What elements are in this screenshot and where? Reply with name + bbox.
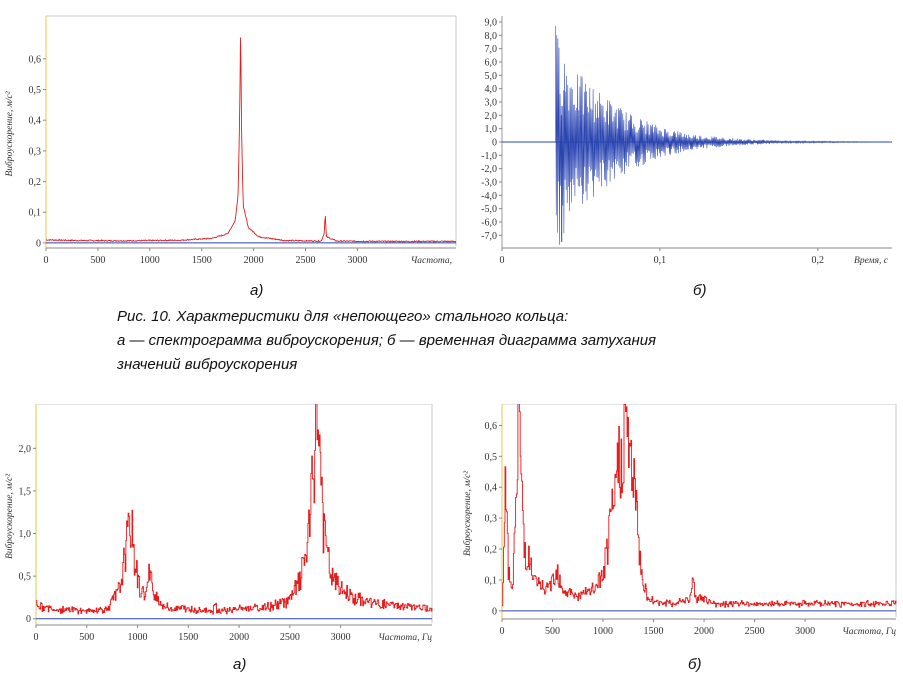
y-tick-label: -2,0: [481, 164, 497, 175]
x-axis-label: Время, с: [854, 256, 889, 266]
y-tick-label: 0,5: [29, 85, 42, 96]
y-tick-label: 9,0: [485, 18, 498, 29]
y-tick-label: 0,4: [485, 483, 498, 494]
y-tick-label: 0,2: [485, 545, 498, 556]
y-tick-label: -6,0: [481, 218, 497, 229]
x-tick-label: 1000: [128, 632, 148, 643]
x-tick-label: 1500: [178, 632, 198, 643]
y-tick-label: 2,0: [19, 444, 32, 455]
y-tick-label: 0,3: [485, 514, 498, 525]
chart-bottom-a: 0 0,5 1,0 1,5 2,0 0 500 1000 1500 2000 2500 3000 Час…: [0, 404, 440, 648]
x-tick-label: 2500: [280, 632, 300, 643]
y-tick-label: 0,6: [485, 421, 498, 432]
x-tick-label: 500: [545, 626, 560, 637]
y-tick-label: -7,0: [481, 231, 497, 242]
y-tick-label: 1,0: [485, 124, 498, 135]
y-tick-label: -4,0: [481, 191, 497, 202]
y-tick-label: 0: [492, 138, 497, 149]
y-tick-label: 8,0: [485, 31, 498, 42]
x-tick-label: 500: [79, 632, 94, 643]
figure-caption: Рис. 10. Характеристики для «непоющего» …: [117, 305, 817, 377]
x-axis-label: Частота, Гц: [378, 633, 432, 643]
y-tick-label: 0,1: [29, 208, 42, 219]
y-tick-label: 0,1: [485, 575, 498, 586]
x-tick-label: 1000: [140, 255, 160, 266]
chart-bottom-b: 0 0,1 0,2 0,3 0,4 0,5 0,6 0 500 1000 1500 2000 2500 3…: [458, 404, 900, 648]
caption-line-2: а — спектрограмма виброускорения; б — вр…: [117, 332, 657, 349]
x-tick-label: 2000: [694, 626, 714, 637]
y-tick-label: 0,6: [29, 54, 42, 65]
x-tick-label: 0,1: [654, 255, 667, 266]
y-tick-label: 0,5: [19, 572, 32, 583]
x-tick-label: 2000: [229, 632, 249, 643]
x-tick-label: 2500: [745, 626, 765, 637]
x-tick-label: 3000: [331, 632, 351, 643]
subfig-label-top-a: а): [250, 282, 264, 299]
y-tick-label: 6,0: [485, 58, 498, 69]
y-tick-label: 1,0: [19, 529, 32, 540]
y-tick-label: 1,5: [19, 486, 32, 497]
chart-top-a: 0 0,1 0,2 0,3 0,4 0,5 0,6 0 500 1000 1500 2000 2500 3…: [0, 14, 460, 274]
x-tick-label: 2000: [244, 255, 264, 266]
y-tick-label: 3,0: [485, 98, 498, 109]
y-tick-label: 0: [492, 606, 497, 617]
y-tick-label: 2,0: [485, 111, 498, 122]
spectrum-trace: [502, 404, 897, 608]
x-tick-label: 0: [500, 626, 505, 637]
y-axis-label: Виброускорение, м/с²: [462, 471, 473, 556]
chart-bottom-b-svg: 0 0,1 0,2 0,3 0,4 0,5 0,6 0 500 1000 1500 2000 2500 3…: [462, 404, 897, 637]
y-tick-label: -1,0: [481, 151, 497, 162]
x-tick-label: 2500: [295, 255, 315, 266]
y-axis-label: Виброускорение, м/с²: [4, 91, 15, 176]
subfig-label-top-b: б): [693, 282, 707, 299]
x-tick-label: 0: [34, 632, 39, 643]
x-tick-label: 0: [500, 255, 505, 266]
x-axis-label: Частота, Гц: [842, 627, 896, 637]
x-tick-label: 500: [90, 255, 105, 266]
x-tick-label: 0,2: [812, 255, 825, 266]
caption-line-3: значений виброускорения: [117, 356, 298, 373]
subfig-label-bottom-a: а): [233, 656, 247, 673]
chart-bottom-a-svg: 0 0,5 1,0 1,5 2,0 0 500 1000 1500 2000 2500 3000 Час…: [4, 404, 433, 643]
y-tick-label: 0,4: [29, 116, 42, 127]
y-tick-label: 0: [26, 614, 31, 625]
x-tick-label: 1000: [593, 626, 613, 637]
chart-top-b-svg: 9,0 8,0 7,0 6,0 5,0 4,0 3,0 2,0 1,0 0 -1,0 -2,0 -3,0…: [481, 16, 892, 266]
y-tick-label: 4,0: [485, 84, 498, 95]
y-axis-label: Виброускорение, м/с²: [4, 474, 15, 559]
caption-line-1: Рис. 10. Характеристики для «непоющего» …: [117, 308, 569, 325]
spectrum-trace: [36, 404, 433, 615]
x-tick-label: 1500: [644, 626, 664, 637]
x-axis-label: Частота,: [411, 256, 452, 266]
x-tick-label: 3000: [347, 255, 367, 266]
subfig-label-bottom-b: б): [688, 656, 702, 673]
y-tick-label: -3,0: [481, 178, 497, 189]
chart-top-a-svg: 0 0,1 0,2 0,3 0,4 0,5 0,6 0 500 1000 1500 2000 2500 3…: [4, 15, 457, 266]
y-tick-label: 0,2: [29, 177, 42, 188]
x-tick-label: 0: [44, 255, 49, 266]
x-tick-label: 3000: [795, 626, 815, 637]
x-tick-label: 1500: [192, 255, 212, 266]
y-tick-label: 0,5: [485, 452, 498, 463]
y-tick-label: 7,0: [485, 44, 498, 55]
y-tick-label: 0,3: [29, 146, 42, 157]
decay-trace: [502, 25, 892, 245]
chart-top-b: 9,0 8,0 7,0 6,0 5,0 4,0 3,0 2,0 1,0 0 -1,0 -2,0 -3,0…: [460, 14, 900, 274]
y-tick-label: -5,0: [481, 204, 497, 215]
spectrum-trace: [45, 37, 457, 243]
y-tick-label: 5,0: [485, 71, 498, 82]
y-tick-label: 0: [36, 238, 41, 249]
